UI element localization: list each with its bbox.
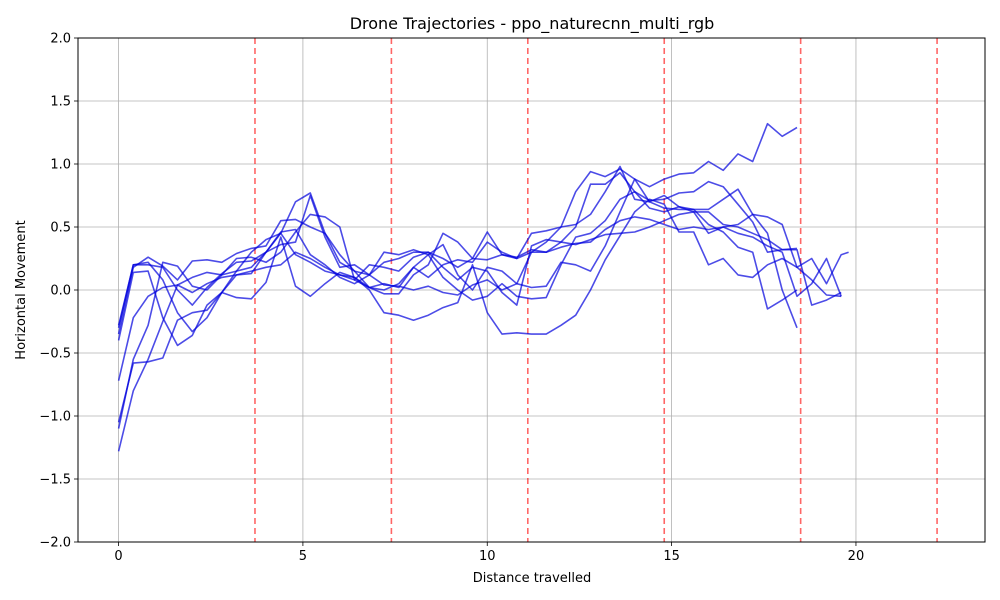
series-group: [117, 122, 849, 452]
x-tick-label: 5: [299, 549, 307, 564]
trajectory-line: [117, 172, 798, 335]
y-tick-label: 1.0: [50, 158, 71, 173]
y-tick-label: 1.5: [50, 95, 71, 110]
trajectory-line: [117, 122, 798, 326]
y-tick-label: 0.5: [50, 221, 71, 236]
y-axis-label: Horizontal Movement: [14, 220, 29, 359]
y-tick-label: −0.5: [39, 347, 71, 362]
chart-title: Drone Trajectories - ppo_naturecnn_multi…: [350, 14, 715, 34]
y-tick-label: −1.0: [39, 410, 71, 425]
trajectory-line: [117, 190, 849, 347]
y-axis-ticks: −2.0 −1.5 −1.0 −0.5 0.0 0.5 1.0 1.5 2.0: [39, 32, 78, 551]
y-tick-label: 0.0: [50, 284, 71, 299]
x-axis-ticks: 0 5 10 15 20: [114, 542, 864, 564]
y-tick-label: −1.5: [39, 473, 71, 488]
section-markers: [254, 38, 938, 542]
x-axis-label: Distance travelled: [473, 571, 592, 586]
x-tick-label: 0: [114, 549, 122, 564]
x-tick-label: 20: [848, 549, 865, 564]
grid: [78, 37, 985, 543]
trajectory-line: [117, 178, 798, 333]
y-tick-label: 2.0: [50, 32, 71, 47]
y-tick-label: −2.0: [39, 536, 71, 551]
trajectory-line: [117, 165, 798, 429]
trajectory-line: [117, 211, 842, 452]
x-tick-label: 10: [479, 549, 496, 564]
trajectory-line: [117, 198, 842, 423]
x-tick-label: 15: [663, 549, 680, 564]
